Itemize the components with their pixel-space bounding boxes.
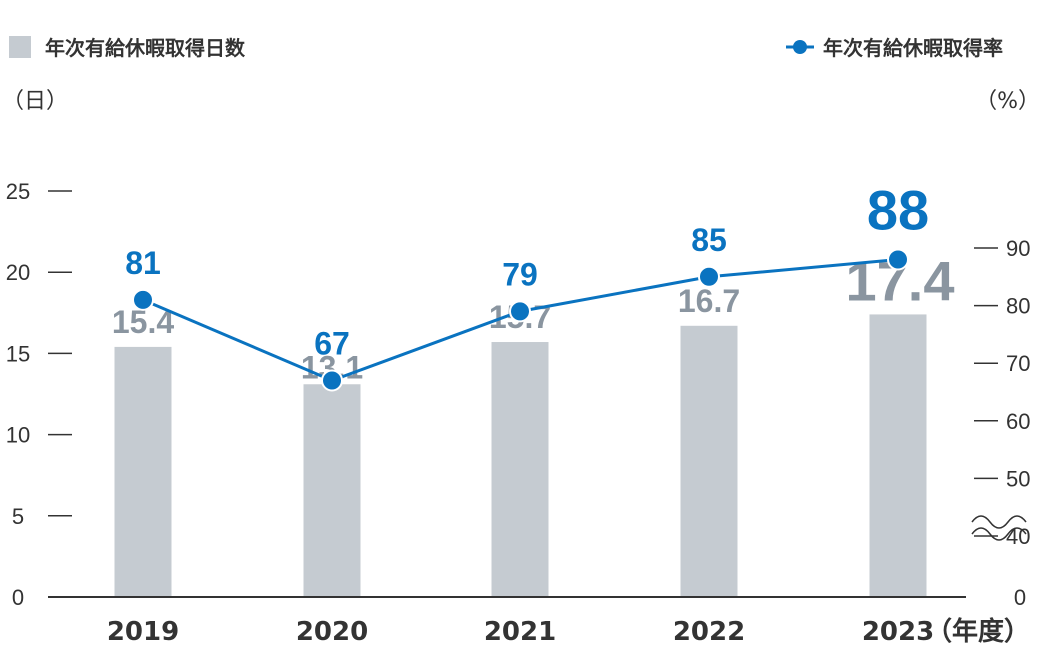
legend-line-dot <box>793 40 807 54</box>
legend-bar-label: 年次有給休暇取得日数 <box>45 36 246 60</box>
right-axis-tick-label: 50 <box>1006 466 1030 491</box>
right-axis-zero-label: 0 <box>1014 585 1026 610</box>
category-labels: 2019 2020 2021 2022 2023 <box>107 617 934 647</box>
left-axis-tick-label: 20 <box>6 260 30 285</box>
line-value-label: 85 <box>691 222 727 258</box>
left-axis-tick-label: 5 <box>12 504 24 529</box>
left-axis-unit: （日） <box>2 89 68 114</box>
bar <box>491 342 549 597</box>
left-axis-tick-label: 0 <box>12 585 24 610</box>
category-label: 2019 <box>107 617 179 647</box>
line-value-label: 79 <box>502 256 538 292</box>
line-point <box>887 248 909 271</box>
axis-break-icon <box>971 527 1027 541</box>
line-value-label: 81 <box>125 245 161 281</box>
left-axis-tick-label: 25 <box>6 179 30 204</box>
right-axis-tick-label: 60 <box>1006 409 1030 434</box>
line-point <box>509 300 531 323</box>
right-axis-tick-label: 90 <box>1006 236 1030 261</box>
line-point <box>698 265 720 288</box>
line-point <box>321 369 343 392</box>
bar <box>869 314 927 597</box>
left-axis: 0 5 10 15 20 25 <box>6 179 72 610</box>
right-axis-tick-label: 80 <box>1006 294 1030 319</box>
bar <box>114 346 172 597</box>
bar-value-label: 16.7 <box>678 283 740 319</box>
legend-bar-swatch <box>9 36 31 58</box>
right-axis-tick-label: 70 <box>1006 351 1030 376</box>
right-axis-unit: （%） <box>975 89 1040 114</box>
category-label: 2021 <box>484 617 556 647</box>
x-axis-unit: （年度） <box>926 616 1030 647</box>
bar <box>680 325 738 597</box>
line-point <box>132 288 154 311</box>
legend: 年次有給休暇取得日数 年次有給休暇取得率 <box>9 36 1003 60</box>
category-label: 2020 <box>296 617 368 647</box>
left-axis-tick-label: 10 <box>6 423 30 448</box>
line-value-label: 67 <box>314 325 350 361</box>
line-value-label: 88 <box>867 179 929 242</box>
axis-break-icon <box>971 515 1027 529</box>
legend-line-label: 年次有給休暇取得率 <box>823 36 1003 60</box>
category-label: 2023 <box>862 617 934 647</box>
bars: 15.413.115.716.717.4 <box>112 249 955 597</box>
left-axis-tick-label: 15 <box>6 341 30 366</box>
line-series: 81 67 79 85 88 <box>125 179 929 392</box>
category-label: 2022 <box>673 617 745 647</box>
bar <box>303 384 361 597</box>
